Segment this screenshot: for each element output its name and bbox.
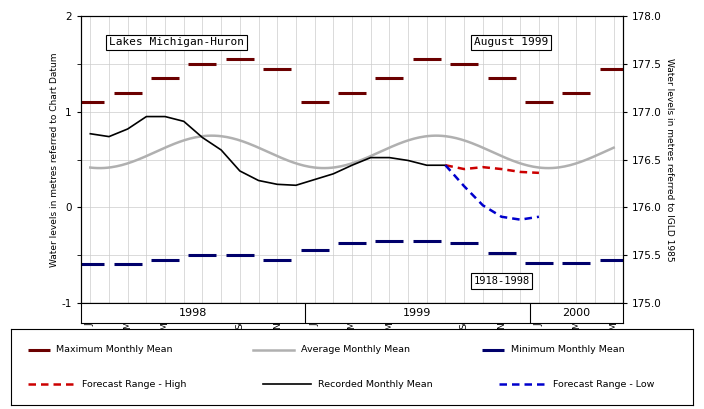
Text: August 1999: August 1999 — [474, 37, 548, 47]
Text: Average Monthly Mean: Average Monthly Mean — [301, 345, 410, 354]
Text: Lakes Michigan-Huron: Lakes Michigan-Huron — [109, 37, 244, 47]
Text: Recorded Monthly Mean: Recorded Monthly Mean — [318, 380, 432, 389]
Text: 2000: 2000 — [562, 308, 591, 318]
Text: Maximum Monthly Mean: Maximum Monthly Mean — [56, 345, 172, 354]
Text: 1999: 1999 — [403, 308, 432, 318]
Text: Minimum Monthly Mean: Minimum Monthly Mean — [511, 345, 624, 354]
Text: 1918-1998: 1918-1998 — [474, 276, 529, 286]
Y-axis label: Water levels in metres referred to IGLD 1985: Water levels in metres referred to IGLD … — [665, 58, 674, 261]
Text: Forecast Range - High: Forecast Range - High — [82, 380, 187, 389]
Y-axis label: Water levels in metres referred to Chart Datum: Water levels in metres referred to Chart… — [50, 52, 58, 267]
Text: Forecast Range - Low: Forecast Range - Low — [553, 380, 655, 389]
Text: 1998: 1998 — [179, 308, 207, 318]
